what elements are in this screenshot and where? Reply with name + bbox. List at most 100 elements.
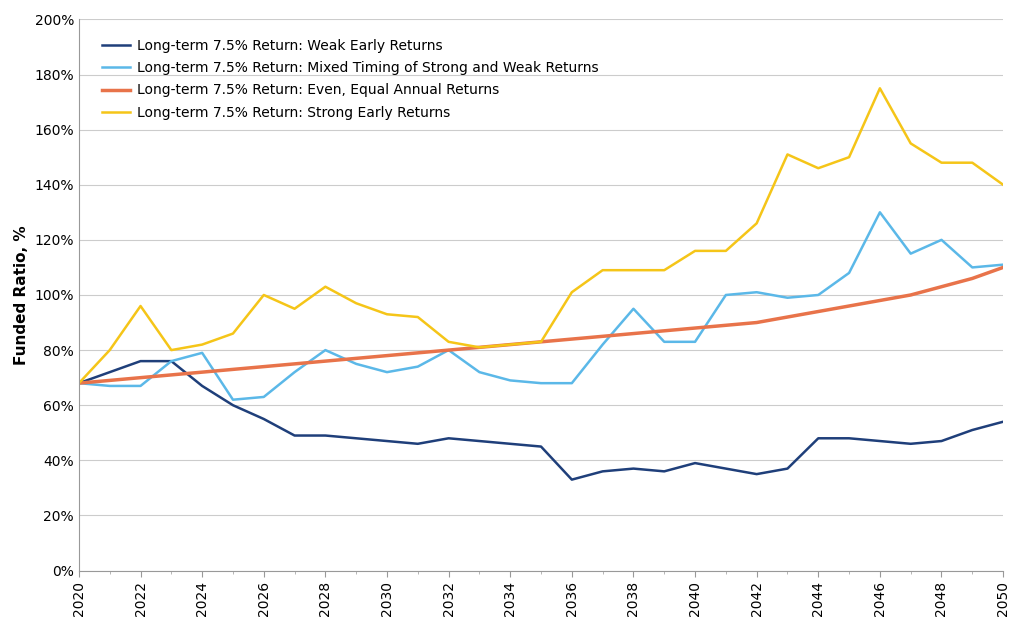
Long-term 7.5% Return: Even, Equal Annual Returns: (2.04e+03, 0.94): Even, Equal Annual Returns: (2.04e+03, 0… bbox=[812, 307, 824, 315]
Long-term 7.5% Return: Strong Early Returns: (2.02e+03, 0.86): Strong Early Returns: (2.02e+03, 0.86) bbox=[227, 329, 240, 337]
Long-term 7.5% Return: Strong Early Returns: (2.05e+03, 1.48): Strong Early Returns: (2.05e+03, 1.48) bbox=[935, 159, 947, 166]
Y-axis label: Funded Ratio, %: Funded Ratio, % bbox=[14, 225, 29, 365]
Long-term 7.5% Return: Weak Early Returns: (2.03e+03, 0.48): Weak Early Returns: (2.03e+03, 0.48) bbox=[442, 435, 455, 442]
Long-term 7.5% Return: Mixed Timing of Strong and Weak Returns: (2.04e+03, 0.99): Mixed Timing of Strong and Weak Returns:… bbox=[781, 294, 794, 302]
Long-term 7.5% Return: Strong Early Returns: (2.04e+03, 1.16): Strong Early Returns: (2.04e+03, 1.16) bbox=[720, 247, 732, 255]
Long-term 7.5% Return: Weak Early Returns: (2.04e+03, 0.45): Weak Early Returns: (2.04e+03, 0.45) bbox=[535, 443, 547, 450]
Long-term 7.5% Return: Mixed Timing of Strong and Weak Returns: (2.04e+03, 1.08): Mixed Timing of Strong and Weak Returns:… bbox=[843, 269, 855, 277]
Long-term 7.5% Return: Strong Early Returns: (2.03e+03, 0.93): Strong Early Returns: (2.03e+03, 0.93) bbox=[381, 311, 393, 318]
Long-term 7.5% Return: Even, Equal Annual Returns: (2.04e+03, 0.92): Even, Equal Annual Returns: (2.04e+03, 0… bbox=[781, 313, 794, 321]
Long-term 7.5% Return: Even, Equal Annual Returns: (2.04e+03, 0.88): Even, Equal Annual Returns: (2.04e+03, 0… bbox=[689, 324, 701, 332]
Long-term 7.5% Return: Even, Equal Annual Returns: (2.03e+03, 0.81): Even, Equal Annual Returns: (2.03e+03, 0… bbox=[473, 343, 485, 351]
Long-term 7.5% Return: Even, Equal Annual Returns: (2.04e+03, 0.89): Even, Equal Annual Returns: (2.04e+03, 0… bbox=[720, 321, 732, 329]
Long-term 7.5% Return: Even, Equal Annual Returns: (2.02e+03, 0.68): Even, Equal Annual Returns: (2.02e+03, 0… bbox=[73, 379, 85, 387]
Long-term 7.5% Return: Weak Early Returns: (2.03e+03, 0.55): Weak Early Returns: (2.03e+03, 0.55) bbox=[258, 415, 270, 423]
Long-term 7.5% Return: Strong Early Returns: (2.04e+03, 1.26): Strong Early Returns: (2.04e+03, 1.26) bbox=[751, 219, 763, 227]
Long-term 7.5% Return: Strong Early Returns: (2.04e+03, 1.09): Strong Early Returns: (2.04e+03, 1.09) bbox=[628, 266, 640, 274]
Long-term 7.5% Return: Even, Equal Annual Returns: (2.02e+03, 0.73): Even, Equal Annual Returns: (2.02e+03, 0… bbox=[227, 365, 240, 373]
Long-term 7.5% Return: Weak Early Returns: (2.03e+03, 0.47): Weak Early Returns: (2.03e+03, 0.47) bbox=[473, 437, 485, 445]
Long-term 7.5% Return: Weak Early Returns: (2.04e+03, 0.39): Weak Early Returns: (2.04e+03, 0.39) bbox=[689, 459, 701, 467]
Long-term 7.5% Return: Even, Equal Annual Returns: (2.05e+03, 1.1): Even, Equal Annual Returns: (2.05e+03, 1… bbox=[997, 263, 1010, 271]
Long-term 7.5% Return: Strong Early Returns: (2.03e+03, 0.97): Strong Early Returns: (2.03e+03, 0.97) bbox=[350, 299, 362, 307]
Long-term 7.5% Return: Weak Early Returns: (2.03e+03, 0.49): Weak Early Returns: (2.03e+03, 0.49) bbox=[289, 432, 301, 439]
Long-term 7.5% Return: Even, Equal Annual Returns: (2.03e+03, 0.74): Even, Equal Annual Returns: (2.03e+03, 0… bbox=[258, 363, 270, 370]
Long-term 7.5% Return: Strong Early Returns: (2.04e+03, 1.09): Strong Early Returns: (2.04e+03, 1.09) bbox=[658, 266, 671, 274]
Long-term 7.5% Return: Weak Early Returns: (2.03e+03, 0.46): Weak Early Returns: (2.03e+03, 0.46) bbox=[412, 440, 424, 447]
Long-term 7.5% Return: Strong Early Returns: (2.02e+03, 0.82): Strong Early Returns: (2.02e+03, 0.82) bbox=[196, 341, 208, 348]
Long-term 7.5% Return: Mixed Timing of Strong and Weak Returns: (2.03e+03, 0.72): Mixed Timing of Strong and Weak Returns:… bbox=[381, 369, 393, 376]
Long-term 7.5% Return: Strong Early Returns: (2.03e+03, 0.95): Strong Early Returns: (2.03e+03, 0.95) bbox=[289, 305, 301, 312]
Long-term 7.5% Return: Even, Equal Annual Returns: (2.02e+03, 0.72): Even, Equal Annual Returns: (2.02e+03, 0… bbox=[196, 369, 208, 376]
Long-term 7.5% Return: Mixed Timing of Strong and Weak Returns: (2.04e+03, 0.95): Mixed Timing of Strong and Weak Returns:… bbox=[628, 305, 640, 312]
Long-term 7.5% Return: Mixed Timing of Strong and Weak Returns: (2.02e+03, 0.68): Mixed Timing of Strong and Weak Returns:… bbox=[73, 379, 85, 387]
Long-term 7.5% Return: Strong Early Returns: (2.03e+03, 1): Strong Early Returns: (2.03e+03, 1) bbox=[258, 291, 270, 299]
Long-term 7.5% Return: Mixed Timing of Strong and Weak Returns: (2.03e+03, 0.75): Mixed Timing of Strong and Weak Returns:… bbox=[350, 360, 362, 368]
Long-term 7.5% Return: Even, Equal Annual Returns: (2.04e+03, 0.84): Even, Equal Annual Returns: (2.04e+03, 0… bbox=[565, 335, 578, 343]
Long-term 7.5% Return: Weak Early Returns: (2.03e+03, 0.47): Weak Early Returns: (2.03e+03, 0.47) bbox=[381, 437, 393, 445]
Long-term 7.5% Return: Strong Early Returns: (2.03e+03, 1.03): Strong Early Returns: (2.03e+03, 1.03) bbox=[319, 283, 332, 290]
Long-term 7.5% Return: Weak Early Returns: (2.02e+03, 0.6): Weak Early Returns: (2.02e+03, 0.6) bbox=[227, 401, 240, 409]
Long-term 7.5% Return: Even, Equal Annual Returns: (2.04e+03, 0.85): Even, Equal Annual Returns: (2.04e+03, 0… bbox=[597, 333, 609, 340]
Long-term 7.5% Return: Strong Early Returns: (2.04e+03, 1.46): Strong Early Returns: (2.04e+03, 1.46) bbox=[812, 164, 824, 172]
Long-term 7.5% Return: Mixed Timing of Strong and Weak Returns: (2.04e+03, 1): Mixed Timing of Strong and Weak Returns:… bbox=[812, 291, 824, 299]
Long-term 7.5% Return: Weak Early Returns: (2.05e+03, 0.54): Weak Early Returns: (2.05e+03, 0.54) bbox=[997, 418, 1010, 425]
Long-term 7.5% Return: Even, Equal Annual Returns: (2.03e+03, 0.82): Even, Equal Annual Returns: (2.03e+03, 0… bbox=[504, 341, 516, 348]
Line: Long-term 7.5% Return: Weak Early Returns: Long-term 7.5% Return: Weak Early Return… bbox=[79, 361, 1004, 479]
Long-term 7.5% Return: Strong Early Returns: (2.02e+03, 0.8): Strong Early Returns: (2.02e+03, 0.8) bbox=[103, 346, 116, 354]
Long-term 7.5% Return: Strong Early Returns: (2.04e+03, 1.51): Strong Early Returns: (2.04e+03, 1.51) bbox=[781, 151, 794, 158]
Long-term 7.5% Return: Even, Equal Annual Returns: (2.03e+03, 0.75): Even, Equal Annual Returns: (2.03e+03, 0… bbox=[289, 360, 301, 368]
Long-term 7.5% Return: Even, Equal Annual Returns: (2.04e+03, 0.83): Even, Equal Annual Returns: (2.04e+03, 0… bbox=[535, 338, 547, 346]
Long-term 7.5% Return: Weak Early Returns: (2.05e+03, 0.46): Weak Early Returns: (2.05e+03, 0.46) bbox=[904, 440, 916, 447]
Long-term 7.5% Return: Weak Early Returns: (2.02e+03, 0.76): Weak Early Returns: (2.02e+03, 0.76) bbox=[134, 357, 146, 365]
Long-term 7.5% Return: Weak Early Returns: (2.04e+03, 0.36): Weak Early Returns: (2.04e+03, 0.36) bbox=[658, 467, 671, 475]
Long-term 7.5% Return: Mixed Timing of Strong and Weak Returns: (2.03e+03, 0.74): Mixed Timing of Strong and Weak Returns:… bbox=[412, 363, 424, 370]
Long-term 7.5% Return: Even, Equal Annual Returns: (2.03e+03, 0.8): Even, Equal Annual Returns: (2.03e+03, 0… bbox=[442, 346, 455, 354]
Long-term 7.5% Return: Even, Equal Annual Returns: (2.04e+03, 0.87): Even, Equal Annual Returns: (2.04e+03, 0… bbox=[658, 327, 671, 335]
Long-term 7.5% Return: Weak Early Returns: (2.03e+03, 0.46): Weak Early Returns: (2.03e+03, 0.46) bbox=[504, 440, 516, 447]
Long-term 7.5% Return: Even, Equal Annual Returns: (2.03e+03, 0.78): Even, Equal Annual Returns: (2.03e+03, 0… bbox=[381, 352, 393, 359]
Long-term 7.5% Return: Even, Equal Annual Returns: (2.05e+03, 1): Even, Equal Annual Returns: (2.05e+03, 1… bbox=[904, 291, 916, 299]
Long-term 7.5% Return: Strong Early Returns: (2.03e+03, 0.82): Strong Early Returns: (2.03e+03, 0.82) bbox=[504, 341, 516, 348]
Long-term 7.5% Return: Mixed Timing of Strong and Weak Returns: (2.02e+03, 0.62): Mixed Timing of Strong and Weak Returns:… bbox=[227, 396, 240, 403]
Long-term 7.5% Return: Weak Early Returns: (2.02e+03, 0.68): Weak Early Returns: (2.02e+03, 0.68) bbox=[73, 379, 85, 387]
Long-term 7.5% Return: Weak Early Returns: (2.02e+03, 0.67): Weak Early Returns: (2.02e+03, 0.67) bbox=[196, 382, 208, 390]
Long-term 7.5% Return: Mixed Timing of Strong and Weak Returns: (2.03e+03, 0.72): Mixed Timing of Strong and Weak Returns:… bbox=[473, 369, 485, 376]
Long-term 7.5% Return: Even, Equal Annual Returns: (2.04e+03, 0.86): Even, Equal Annual Returns: (2.04e+03, 0… bbox=[628, 329, 640, 337]
Long-term 7.5% Return: Mixed Timing of Strong and Weak Returns: (2.02e+03, 0.79): Mixed Timing of Strong and Weak Returns:… bbox=[196, 349, 208, 357]
Long-term 7.5% Return: Mixed Timing of Strong and Weak Returns: (2.04e+03, 0.68): Mixed Timing of Strong and Weak Returns:… bbox=[565, 379, 578, 387]
Long-term 7.5% Return: Weak Early Returns: (2.04e+03, 0.48): Weak Early Returns: (2.04e+03, 0.48) bbox=[812, 435, 824, 442]
Long-term 7.5% Return: Mixed Timing of Strong and Weak Returns: (2.05e+03, 1.3): Mixed Timing of Strong and Weak Returns:… bbox=[873, 209, 886, 216]
Long-term 7.5% Return: Weak Early Returns: (2.04e+03, 0.35): Weak Early Returns: (2.04e+03, 0.35) bbox=[751, 471, 763, 478]
Long-term 7.5% Return: Mixed Timing of Strong and Weak Returns: (2.05e+03, 1.1): Mixed Timing of Strong and Weak Returns:… bbox=[967, 263, 979, 271]
Long-term 7.5% Return: Mixed Timing of Strong and Weak Returns: (2.04e+03, 0.68): Mixed Timing of Strong and Weak Returns:… bbox=[535, 379, 547, 387]
Long-term 7.5% Return: Strong Early Returns: (2.04e+03, 1.5): Strong Early Returns: (2.04e+03, 1.5) bbox=[843, 153, 855, 161]
Long-term 7.5% Return: Mixed Timing of Strong and Weak Returns: (2.02e+03, 0.67): Mixed Timing of Strong and Weak Returns:… bbox=[103, 382, 116, 390]
Long-term 7.5% Return: Even, Equal Annual Returns: (2.03e+03, 0.77): Even, Equal Annual Returns: (2.03e+03, 0… bbox=[350, 355, 362, 362]
Long-term 7.5% Return: Weak Early Returns: (2.03e+03, 0.49): Weak Early Returns: (2.03e+03, 0.49) bbox=[319, 432, 332, 439]
Long-term 7.5% Return: Even, Equal Annual Returns: (2.05e+03, 0.98): Even, Equal Annual Returns: (2.05e+03, 0… bbox=[873, 297, 886, 304]
Long-term 7.5% Return: Weak Early Returns: (2.04e+03, 0.37): Weak Early Returns: (2.04e+03, 0.37) bbox=[781, 465, 794, 472]
Long-term 7.5% Return: Strong Early Returns: (2.05e+03, 1.75): Strong Early Returns: (2.05e+03, 1.75) bbox=[873, 84, 886, 92]
Legend: Long-term 7.5% Return: Weak Early Returns, Long-term 7.5% Return: Mixed Timing o: Long-term 7.5% Return: Weak Early Return… bbox=[95, 32, 605, 127]
Long-term 7.5% Return: Strong Early Returns: (2.05e+03, 1.48): Strong Early Returns: (2.05e+03, 1.48) bbox=[967, 159, 979, 166]
Long-term 7.5% Return: Mixed Timing of Strong and Weak Returns: (2.03e+03, 0.63): Mixed Timing of Strong and Weak Returns:… bbox=[258, 393, 270, 401]
Long-term 7.5% Return: Weak Early Returns: (2.04e+03, 0.48): Weak Early Returns: (2.04e+03, 0.48) bbox=[843, 435, 855, 442]
Long-term 7.5% Return: Mixed Timing of Strong and Weak Returns: (2.04e+03, 0.83): Mixed Timing of Strong and Weak Returns:… bbox=[658, 338, 671, 346]
Long-term 7.5% Return: Mixed Timing of Strong and Weak Returns: (2.02e+03, 0.67): Mixed Timing of Strong and Weak Returns:… bbox=[134, 382, 146, 390]
Long-term 7.5% Return: Mixed Timing of Strong and Weak Returns: (2.03e+03, 0.69): Mixed Timing of Strong and Weak Returns:… bbox=[504, 377, 516, 384]
Long-term 7.5% Return: Strong Early Returns: (2.02e+03, 0.8): Strong Early Returns: (2.02e+03, 0.8) bbox=[165, 346, 177, 354]
Long-term 7.5% Return: Weak Early Returns: (2.04e+03, 0.37): Weak Early Returns: (2.04e+03, 0.37) bbox=[720, 465, 732, 472]
Long-term 7.5% Return: Mixed Timing of Strong and Weak Returns: (2.05e+03, 1.11): Mixed Timing of Strong and Weak Returns:… bbox=[997, 261, 1010, 268]
Long-term 7.5% Return: Mixed Timing of Strong and Weak Returns: (2.04e+03, 0.83): Mixed Timing of Strong and Weak Returns:… bbox=[689, 338, 701, 346]
Long-term 7.5% Return: Mixed Timing of Strong and Weak Returns: (2.03e+03, 0.8): Mixed Timing of Strong and Weak Returns:… bbox=[442, 346, 455, 354]
Long-term 7.5% Return: Even, Equal Annual Returns: (2.03e+03, 0.79): Even, Equal Annual Returns: (2.03e+03, 0… bbox=[412, 349, 424, 357]
Long-term 7.5% Return: Mixed Timing of Strong and Weak Returns: (2.04e+03, 1.01): Mixed Timing of Strong and Weak Returns:… bbox=[751, 289, 763, 296]
Long-term 7.5% Return: Weak Early Returns: (2.02e+03, 0.76): Weak Early Returns: (2.02e+03, 0.76) bbox=[165, 357, 177, 365]
Long-term 7.5% Return: Even, Equal Annual Returns: (2.02e+03, 0.7): Even, Equal Annual Returns: (2.02e+03, 0… bbox=[134, 374, 146, 381]
Long-term 7.5% Return: Strong Early Returns: (2.04e+03, 0.83): Strong Early Returns: (2.04e+03, 0.83) bbox=[535, 338, 547, 346]
Long-term 7.5% Return: Strong Early Returns: (2.05e+03, 1.55): Strong Early Returns: (2.05e+03, 1.55) bbox=[904, 140, 916, 147]
Long-term 7.5% Return: Weak Early Returns: (2.05e+03, 0.51): Weak Early Returns: (2.05e+03, 0.51) bbox=[967, 427, 979, 434]
Long-term 7.5% Return: Even, Equal Annual Returns: (2.04e+03, 0.96): Even, Equal Annual Returns: (2.04e+03, 0… bbox=[843, 302, 855, 310]
Long-term 7.5% Return: Mixed Timing of Strong and Weak Returns: (2.03e+03, 0.8): Mixed Timing of Strong and Weak Returns:… bbox=[319, 346, 332, 354]
Long-term 7.5% Return: Strong Early Returns: (2.03e+03, 0.83): Strong Early Returns: (2.03e+03, 0.83) bbox=[442, 338, 455, 346]
